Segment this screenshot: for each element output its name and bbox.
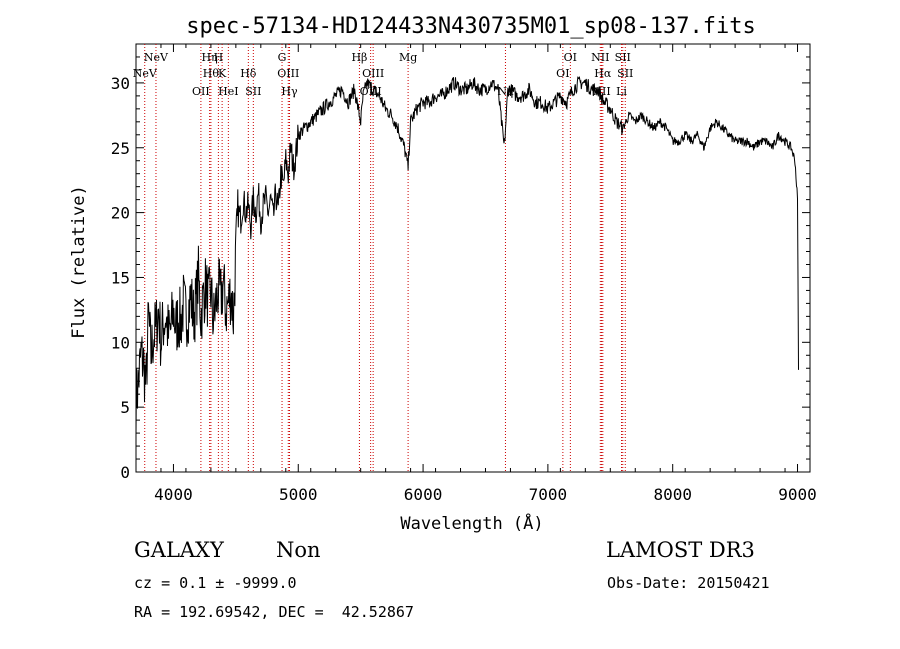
observation-date: Obs-Date: 20150421 — [607, 574, 770, 592]
chart-title: spec-57134-HD124433N430735M01_sp08-137.f… — [186, 14, 756, 39]
spectral-line-label: Hγ — [281, 85, 298, 98]
spectral-line-label: HeI — [218, 85, 238, 98]
x-tick-label: 7000 — [529, 485, 568, 504]
y-axis-label: Flux (relative) — [69, 185, 89, 339]
x-tick-label: 4000 — [154, 485, 193, 504]
spectral-line-label: Na — [497, 85, 514, 98]
spectral-line-label: Hη — [202, 51, 218, 64]
spectrum-line — [135, 76, 799, 435]
spectral-line-label: Hθ — [203, 67, 220, 80]
spectral-line-label: NII — [591, 51, 609, 64]
plot-frame — [135, 43, 811, 473]
spectral-line-label: SII — [245, 85, 261, 98]
spectral-line-label: Hδ — [240, 67, 257, 80]
survey-label: LAMOST DR3 — [606, 538, 755, 562]
y-tick-label: 0 — [120, 463, 130, 482]
spectral-line-label: OII — [192, 85, 210, 98]
spectral-line-label: Hα — [594, 67, 612, 80]
spectral-line-label: Hβ — [351, 51, 367, 64]
spectral-line-label: OI — [556, 67, 569, 80]
spectral-line-label: NeV — [133, 67, 158, 80]
spectral-line-label: NeV — [144, 51, 169, 64]
spectral-line-label: OIII — [362, 67, 384, 80]
x-tick-label: 8000 — [653, 485, 692, 504]
y-tick-label: 5 — [120, 398, 130, 417]
y-tick-label: 10 — [111, 333, 130, 352]
class-label: GALAXY — [134, 538, 224, 562]
spectral-line-label: OI — [564, 51, 577, 64]
x-tick-label: 6000 — [404, 485, 443, 504]
y-tick-label: 25 — [111, 139, 130, 158]
coordinates-readout: RA = 192.69542, DEC = 42.52867 — [134, 603, 414, 621]
x-axis-label: Wavelength (Å) — [400, 512, 543, 534]
y-tick-label: 30 — [111, 74, 130, 93]
spectral-line-label: NII — [592, 85, 610, 98]
plot-area-border — [135, 43, 811, 473]
spectral-line-label: OIII — [277, 67, 299, 80]
spectral-line-label: K — [218, 67, 227, 80]
spectral-line-label: H — [214, 51, 224, 64]
x-tick-label: 5000 — [279, 485, 318, 504]
spectrum-series — [135, 76, 799, 435]
redshift-readout: cz = 0.1 ± -9999.0 — [134, 574, 297, 592]
axis-ticks: 4000 5000 6000 7000 8000 9000 0 5 10 15 20 25 30 — [111, 44, 817, 504]
spectral-line-label: G — [278, 51, 287, 64]
subclass-label: Non — [276, 538, 321, 562]
spectral-line-label: Mg — [399, 51, 417, 64]
spectral-line-label: SII — [617, 67, 633, 80]
spectral-line-markers — [144, 44, 626, 472]
y-tick-label: 15 — [111, 268, 130, 287]
spectral-line-label: OIII — [360, 85, 382, 98]
y-tick-label: 20 — [111, 204, 130, 223]
spectral-line-label: SII — [615, 51, 631, 64]
x-tick-label: 9000 — [778, 485, 817, 504]
spectral-line-label: Li — [616, 85, 627, 98]
